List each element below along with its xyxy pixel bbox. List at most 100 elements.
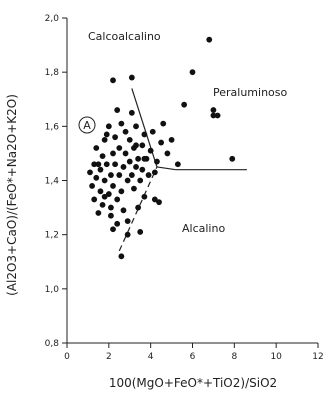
data-point [126,136,133,143]
data-point [189,69,196,76]
data-point [93,145,100,151]
data-point [101,193,108,200]
data-point [108,204,114,211]
data-point [137,177,144,184]
x-tick-label: 8 [231,352,237,362]
data-point [160,120,167,127]
data-point [149,128,156,135]
data-point [103,131,110,138]
y-axis-title: (Al2O3+CaO)/(FeO*+Na2O+K2O) [5,94,19,296]
data-point [141,155,148,162]
data-point [95,161,102,168]
calcoalcalino-label: Calcoalcalino [88,30,161,43]
x-tick-label: 2 [106,352,112,362]
data-point [114,220,121,227]
data-point [118,188,125,195]
data-point [91,196,98,203]
data-point [97,188,104,195]
data-point [164,150,171,157]
data-point [114,107,121,113]
x-ticks: 0 2 4 6 8 10 12 [64,343,324,362]
data-point [124,177,131,184]
field-a-marker: A [78,116,96,134]
y-tick-label: 1,2 [45,231,59,241]
y-tick-label: 2,0 [45,14,60,24]
data-point [133,123,139,130]
data-point [112,134,119,141]
field-a-label: A [83,119,91,132]
data-point [105,191,112,197]
y-tick-label: 1,8 [45,68,60,78]
alcalino-label: Alcalino [182,222,225,235]
data-point [133,164,139,170]
data-point [110,150,116,157]
data-point [135,204,142,211]
y-tick-label: 1,6 [45,122,60,132]
data-point [112,161,119,168]
data-point [210,112,217,119]
y-ticks: 0,8 1,0 1,2 1,4 1,6 1,8 2,0 [45,14,67,349]
x-tick-label: 12 [312,352,323,362]
data-point [124,218,131,225]
x-tick-label: 6 [190,352,196,362]
data-point [103,161,110,168]
data-point [168,136,175,143]
data-point [128,74,135,81]
data-point [151,169,158,176]
data-point [101,136,108,143]
data-point [116,172,123,178]
data-point [122,150,129,157]
data-point [158,139,165,146]
data-point [108,212,114,219]
data-point [145,172,152,178]
data-point [99,201,106,208]
data-point [128,109,135,116]
data-point [126,158,133,165]
data-point [141,131,148,138]
data-point [141,193,148,200]
data-point [151,196,158,203]
data-point [135,155,142,162]
data-points [87,36,236,260]
x-tick-label: 10 [270,352,282,362]
data-point [206,36,213,43]
data-point [181,101,188,108]
data-point [128,172,135,178]
data-point [133,142,139,149]
y-tick-label: 1,0 [45,285,60,295]
data-point [154,158,160,165]
data-point [174,161,181,168]
data-point [116,145,123,151]
peraluminoso-label: Peraluminoso [213,86,288,99]
x-axis-title: 100(MgO+FeO*+TiO2)/SiO2 [109,376,277,390]
data-point [210,107,217,113]
data-point [97,166,104,173]
data-point [118,120,125,127]
data-point [214,112,221,119]
boundary-line [131,88,158,168]
x-tick-label: 4 [148,352,154,362]
data-point [120,164,127,170]
data-point [110,226,116,233]
field-boundaries [118,88,247,252]
data-point [139,142,146,149]
data-point [99,153,106,160]
data-point [139,166,146,173]
data-point [122,128,129,135]
y-tick-label: 1,4 [45,177,60,187]
boundary-line [156,166,176,171]
data-point [229,155,236,162]
boundary-line-dashed [118,166,158,252]
field-a-circle [78,116,96,134]
data-point [131,185,137,192]
data-point [120,207,127,214]
data-point [156,199,162,206]
data-point [137,229,144,235]
data-point [95,210,102,216]
y-tick-label: 0,8 [45,339,60,349]
data-point [89,183,95,189]
data-point [124,231,131,238]
data-point [110,183,116,189]
data-point [101,177,108,184]
